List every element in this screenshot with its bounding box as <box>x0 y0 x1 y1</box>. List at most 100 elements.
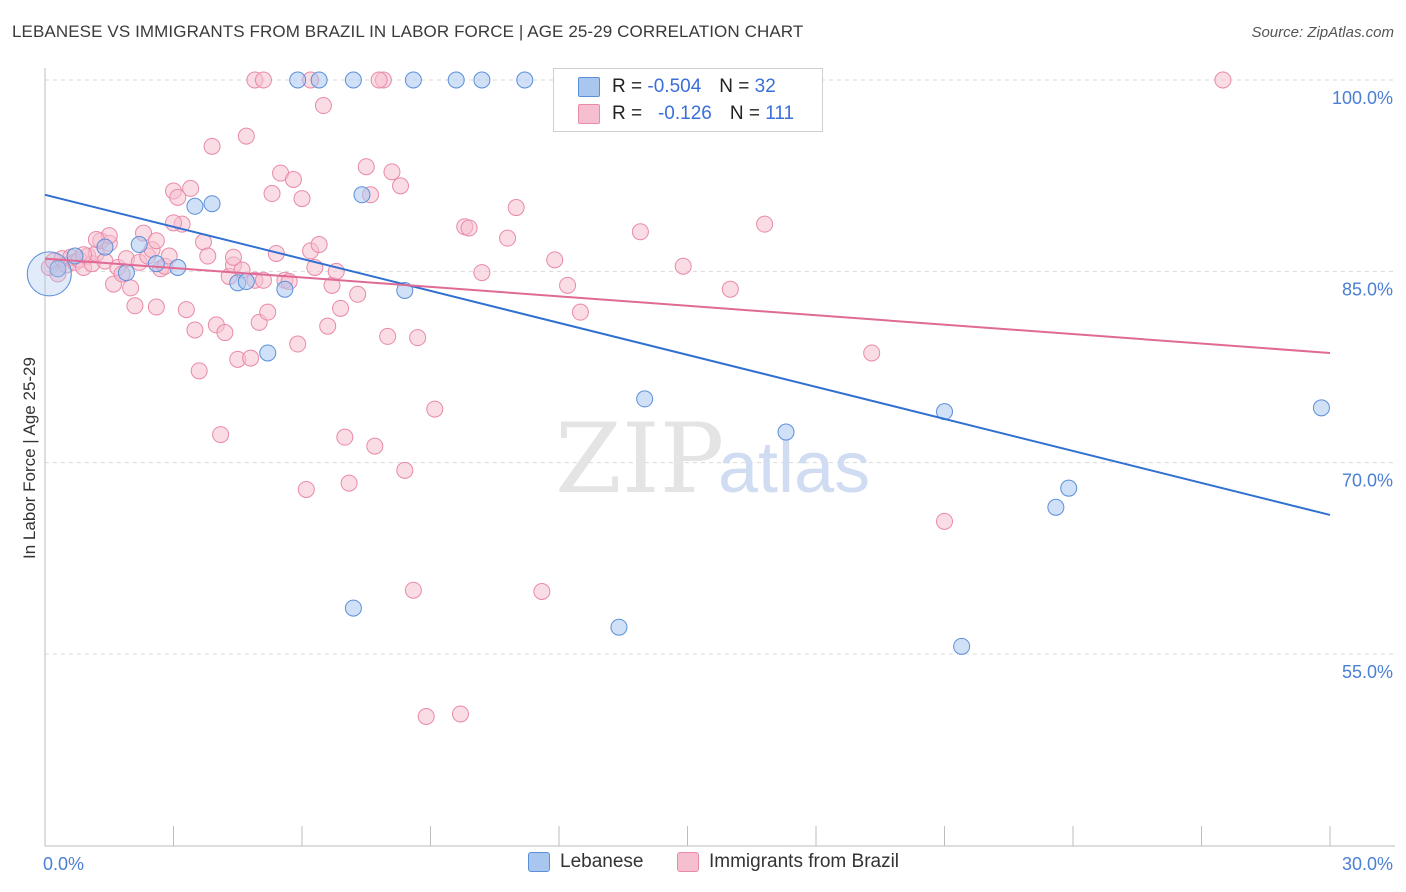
data-point-lebanese <box>516 71 534 89</box>
data-point-brazil <box>169 188 187 206</box>
legend-r-value-lebanese: -0.504 <box>647 76 702 97</box>
data-point-brazil <box>186 321 204 339</box>
watermark: ZIP atlas <box>555 403 870 515</box>
data-point-lebanese <box>447 71 465 89</box>
legend-row-lebanese: R = -0.504 N = 32 <box>578 75 776 99</box>
data-point-brazil <box>242 349 260 367</box>
data-point-lebanese <box>1047 498 1065 516</box>
legend-swatch-brazil <box>578 104 600 124</box>
data-point-lebanese <box>259 344 277 362</box>
legend-item-brazil: Immigrants from Brazil <box>677 851 899 873</box>
data-point-brazil <box>237 127 255 145</box>
data-point-lebanese <box>953 637 971 655</box>
data-point-brazil <box>190 362 208 380</box>
data-point-lebanese <box>344 71 362 89</box>
data-point-brazil <box>332 299 350 317</box>
legend-label-brazil: Immigrants from Brazil <box>709 851 900 872</box>
data-point-brazil <box>122 279 140 297</box>
data-point-brazil <box>147 232 165 250</box>
data-point-lebanese <box>353 186 371 204</box>
data-point-brazil <box>936 512 953 530</box>
legend-swatch-lebanese <box>528 852 550 872</box>
data-point-lebanese <box>49 260 67 278</box>
data-point-brazil <box>203 137 221 155</box>
data-point-lebanese <box>130 236 148 254</box>
data-point-brazil <box>314 97 332 115</box>
data-point-lebanese <box>473 71 491 89</box>
data-point-lebanese <box>344 599 362 617</box>
data-point-brazil <box>499 229 517 247</box>
data-point-brazil <box>254 71 272 89</box>
data-point-brazil <box>507 199 525 217</box>
legend-n-label: N = <box>729 103 760 124</box>
data-point-brazil <box>297 480 315 498</box>
trend-lines <box>44 193 1331 516</box>
data-point-brazil <box>1214 71 1232 89</box>
data-point-lebanese <box>289 71 307 89</box>
data-point-brazil <box>199 247 217 265</box>
y-tick-label: 70.0% <box>1342 471 1393 491</box>
data-point-brazil <box>451 705 469 723</box>
data-point-brazil <box>212 426 230 444</box>
data-point-brazil <box>340 474 358 492</box>
legend-r-label: R = <box>612 103 643 124</box>
data-point-lebanese <box>237 273 255 291</box>
data-point-brazil <box>182 179 200 197</box>
data-point-lebanese <box>310 71 328 89</box>
data-point-brazil <box>177 301 195 319</box>
tick-labels: 100.0% 85.0% 70.0% 55.0% 0.0% 30.0% <box>43 88 1393 874</box>
x-tick-label: 0.0% <box>43 854 84 874</box>
data-point-brazil <box>259 303 277 321</box>
legend-n-label: N = <box>719 76 750 97</box>
trend-line-lebanese <box>44 193 1331 516</box>
data-point-brazil <box>147 298 165 316</box>
data-point-brazil <box>404 581 422 599</box>
legend-item-lebanese: Lebanese <box>528 851 643 873</box>
data-point-brazil <box>674 257 692 275</box>
data-point-brazil <box>126 297 144 315</box>
data-point-lebanese <box>147 255 165 273</box>
data-point-lebanese <box>276 280 294 298</box>
data-point-brazil <box>284 170 302 188</box>
data-point-brazil <box>370 71 388 89</box>
grid-lines <box>45 79 1395 655</box>
legend-row-brazil: R = -0.126 N = 111 <box>578 102 794 126</box>
data-point-brazil <box>224 248 242 266</box>
data-point-brazil <box>160 247 178 265</box>
series-brazil-points <box>40 71 1232 726</box>
chart-source: Source: ZipAtlas.com <box>1251 24 1394 41</box>
data-point-lebanese <box>636 390 654 408</box>
correlation-legend: R = -0.504 N = 32 R = -0.126 N = 111 <box>553 68 823 132</box>
data-point-brazil <box>310 236 328 254</box>
data-point-brazil <box>533 582 551 600</box>
data-point-brazil <box>357 158 375 176</box>
data-point-brazil <box>336 428 354 446</box>
data-point-brazil <box>392 177 410 195</box>
chart-title: LEBANESE VS IMMIGRANTS FROM BRAZIL IN LA… <box>12 22 804 41</box>
data-point-brazil <box>263 185 281 203</box>
data-point-brazil <box>460 219 478 237</box>
data-point-brazil <box>426 400 444 418</box>
data-point-lebanese <box>610 618 628 636</box>
legend-r-value-brazil: -0.126 <box>657 103 712 124</box>
data-point-brazil <box>383 163 401 181</box>
data-point-lebanese <box>1060 479 1078 497</box>
data-point-brazil <box>379 327 397 345</box>
legend-swatch-brazil <box>677 852 699 872</box>
legend-label-lebanese: Lebanese <box>560 851 644 872</box>
data-point-lebanese <box>186 197 204 215</box>
data-point-brazil <box>216 324 234 342</box>
data-point-brazil <box>631 223 649 241</box>
trend-line-brazil <box>44 257 1331 354</box>
legend-n-value-lebanese: 32 <box>754 76 776 97</box>
y-tick-label: 100.0% <box>1332 88 1393 108</box>
legend-n-value-brazil: 111 <box>765 103 795 124</box>
data-point-brazil <box>417 708 435 726</box>
data-point-brazil <box>546 251 564 269</box>
data-point-brazil <box>396 461 414 479</box>
data-point-brazil <box>473 264 491 282</box>
data-point-brazil <box>571 303 589 321</box>
series-lebanese-points <box>26 71 1330 655</box>
legend-swatch-lebanese <box>578 77 600 97</box>
